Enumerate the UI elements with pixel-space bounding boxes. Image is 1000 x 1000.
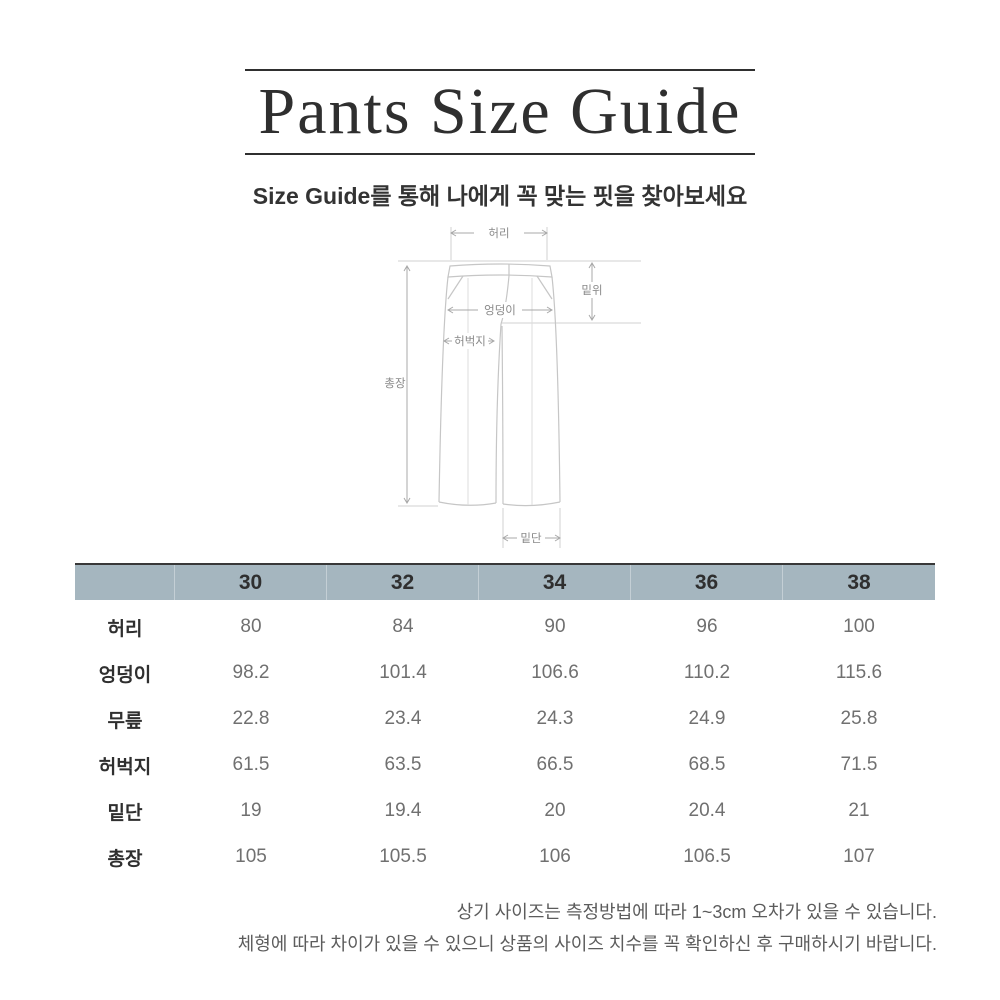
size-value: 20.4	[688, 800, 726, 821]
row-label: 허리	[107, 618, 143, 640]
pants-measurement-diagram: 허리 총장 밑위 엉덩이 허벅지 밑단	[385, 225, 641, 548]
size-value: 106.6	[531, 662, 579, 683]
dimension-arrows	[403, 229, 596, 542]
table-row: 총장 105 105.5 106 106.5 107	[75, 834, 935, 880]
size-value: 100	[843, 616, 875, 637]
row-label: 밑단	[107, 802, 143, 824]
size-value: 68.5	[688, 754, 726, 775]
page-title: Pants Size Guide	[258, 75, 742, 148]
diagram-label-hem: 밑단	[520, 532, 542, 545]
size-value: 24.3	[536, 708, 574, 729]
title-rule-bottom	[245, 153, 755, 155]
size-value: 21	[848, 800, 870, 821]
pants-outline	[438, 263, 561, 507]
diagram-label-hip: 엉덩이	[484, 304, 516, 317]
size-value: 110.2	[683, 662, 731, 683]
size-value: 107	[843, 846, 875, 867]
size-value: 19.4	[384, 800, 422, 821]
row-label: 엉덩이	[98, 664, 152, 686]
title-rule-top	[245, 69, 755, 71]
size-table-header-row: 30 32 34 36 38	[75, 563, 935, 600]
size-column-header: 38	[847, 571, 871, 594]
table-row: 밑단 19 19.4 20 20.4 21	[75, 788, 935, 834]
diagram-label-thigh: 허벅지	[454, 335, 486, 348]
size-value: 23.4	[384, 708, 422, 729]
size-value: 61.5	[232, 754, 270, 775]
size-column-header: 30	[175, 565, 327, 600]
size-table-corner-cell	[75, 565, 175, 600]
row-label: 무릎	[107, 710, 143, 732]
size-value: 66.5	[536, 754, 574, 775]
size-value: 105.5	[379, 846, 427, 867]
size-value: 84	[392, 616, 414, 637]
size-column-header: 34	[479, 565, 631, 600]
size-value: 20	[544, 800, 566, 821]
page-subtitle: Size Guide를 통해 나에게 꼭 맞는 핏을 찾아보세요	[252, 183, 748, 209]
table-row: 엉덩이 98.2 101.4 106.6 110.2 115.6	[75, 650, 935, 696]
table-row: 무릎 22.8 23.4 24.3 24.9 25.8	[75, 696, 935, 742]
size-column-header: 32	[327, 565, 479, 600]
diagram-label-length: 총장	[385, 377, 406, 390]
size-table-body: 허리 80 84 90 96 100 엉덩이 98.2 101.4 106.6 …	[75, 604, 935, 880]
table-row: 허리 80 84 90 96 100	[75, 604, 935, 650]
disclaimer-note-2: 체형에 따라 차이가 있을 수 있으니 상품의 사이즈 치수를 꼭 확인하신 후…	[237, 934, 937, 954]
disclaimer-note-1: 상기 사이즈는 측정방법에 따라 1~3cm 오차가 있을 수 있습니다.	[456, 902, 937, 922]
size-value: 106.5	[683, 846, 731, 867]
size-value: 96	[696, 616, 718, 637]
size-value: 80	[240, 616, 262, 637]
size-table: 30 32 34 36 38 허리 80 84 90 96 100 엉덩이 98…	[75, 563, 935, 880]
row-label: 총장	[107, 848, 143, 870]
size-value: 71.5	[840, 754, 878, 775]
size-value: 115.6	[835, 662, 883, 683]
size-value: 101.4	[379, 662, 427, 683]
label-backgrounds	[385, 225, 607, 546]
size-value: 19	[240, 800, 262, 821]
size-value: 63.5	[384, 754, 422, 775]
size-value: 105	[235, 846, 267, 867]
size-value: 98.2	[232, 662, 270, 683]
diagram-label-waist: 허리	[488, 227, 509, 240]
size-column-header: 36	[631, 565, 783, 600]
size-value: 25.8	[840, 708, 878, 729]
diagram-label-rise: 밑위	[581, 284, 602, 297]
size-value: 24.9	[688, 708, 726, 729]
pants-creases	[467, 278, 533, 505]
table-row: 허벅지 61.5 63.5 66.5 68.5 71.5	[75, 742, 935, 788]
size-value: 90	[544, 616, 566, 637]
size-value: 22.8	[232, 708, 270, 729]
row-label: 허벅지	[98, 756, 152, 778]
size-value: 106	[539, 846, 571, 867]
